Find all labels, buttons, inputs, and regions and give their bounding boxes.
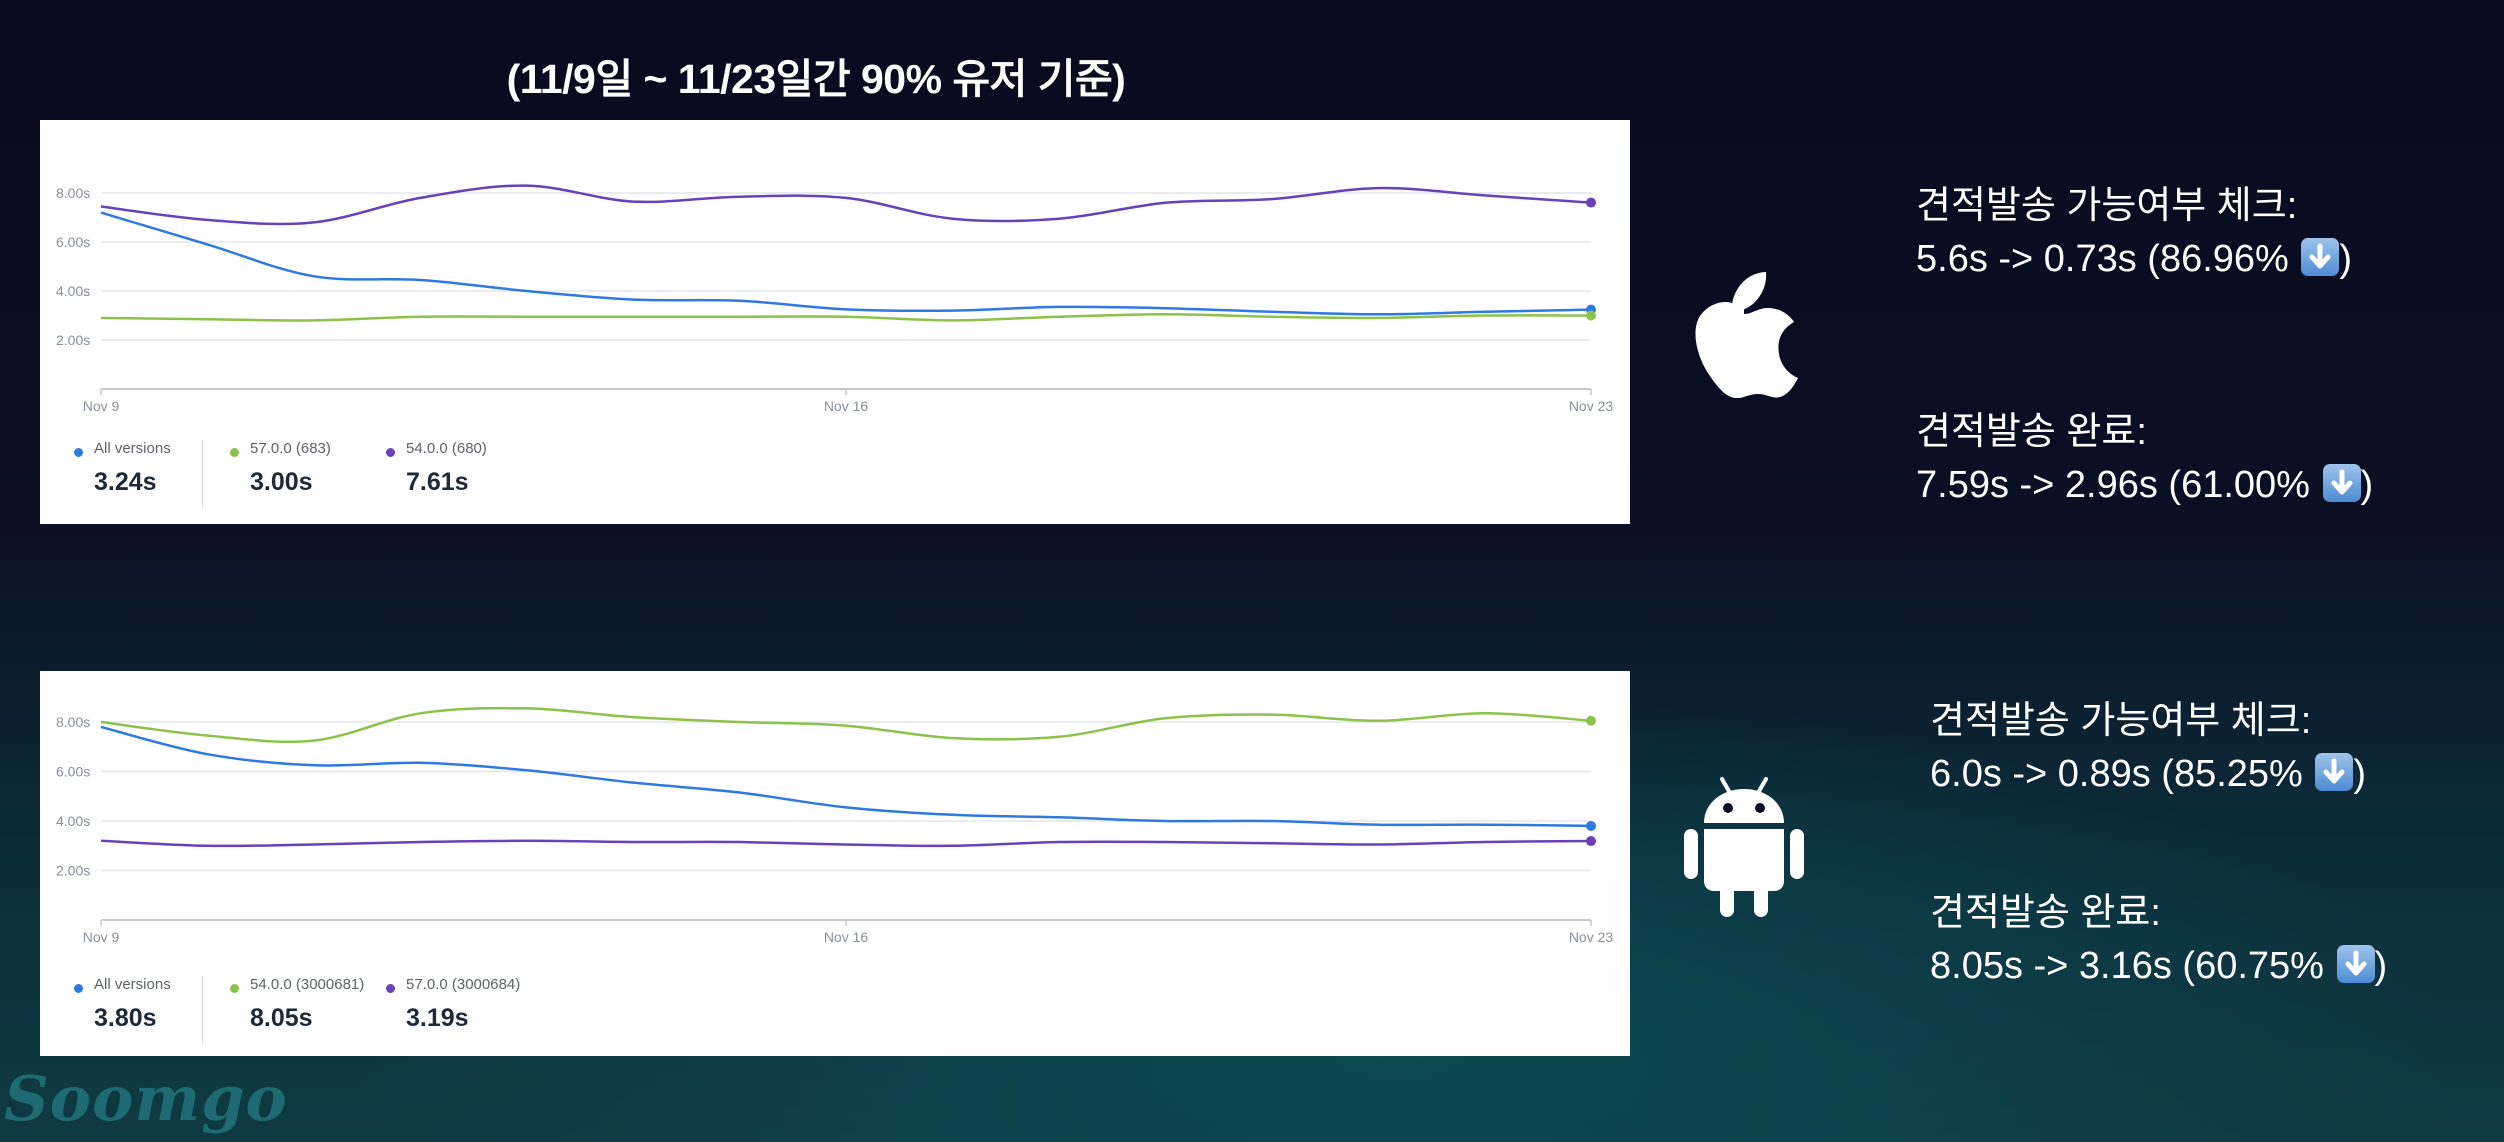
x-tick-label: Nov 9 bbox=[83, 929, 120, 945]
legend-name: 54.0.0 (680) bbox=[406, 440, 487, 457]
x-tick-label: Nov 23 bbox=[1569, 929, 1614, 945]
ios-stat-check-detail: 5.6s -> 0.73s (86.96% ) bbox=[1916, 238, 2353, 280]
legend-dot bbox=[386, 984, 395, 993]
y-tick-label: 6.00s bbox=[56, 764, 90, 780]
series-line-1 bbox=[100, 725, 1592, 828]
x-tick-label: Nov 23 bbox=[1569, 398, 1614, 414]
legend-separator bbox=[202, 976, 203, 1044]
y-tick-label: 6.00s bbox=[56, 234, 90, 250]
ios-stat-complete-label: 견적발송 완료: bbox=[1916, 411, 2147, 453]
ios-stat-complete: 견적발송 완료: 7.59s -> 2.96s (61.00% ) bbox=[1916, 406, 2373, 512]
android-line-chart: 8.00s 6.00s 4.00s 2.00s Nov 9 Nov 16 Nov 23 bbox=[56, 706, 1614, 945]
down-arrow-icon bbox=[2322, 464, 2361, 502]
legend-name: All versions bbox=[94, 440, 171, 457]
down-arrow-icon bbox=[2336, 945, 2375, 983]
legend-value: 3.00s bbox=[250, 468, 313, 496]
legend-value: 7.61s bbox=[406, 468, 469, 496]
legend-value: 3.80s bbox=[94, 1004, 157, 1032]
ios-stat-check-label: 견적발송 가능여부 체크: bbox=[1916, 185, 2298, 227]
legend-name: 54.0.0 (3000681) bbox=[250, 976, 365, 993]
x-tick-label: Nov 16 bbox=[824, 929, 869, 945]
brand-logo: Soomgo bbox=[4, 1062, 288, 1135]
legend-value: 3.24s bbox=[94, 468, 157, 496]
android-stat-check-label: 견적발송 가능여부 체크: bbox=[1930, 700, 2312, 742]
android-icon bbox=[1684, 777, 1804, 917]
y-tick-label: 4.00s bbox=[56, 813, 90, 829]
ios-stat-complete-detail: 7.59s -> 2.96s (61.00% ) bbox=[1916, 464, 2374, 506]
legend-name: 57.0.0 (683) bbox=[250, 440, 331, 457]
legend-separator bbox=[202, 440, 203, 508]
ios-chart-panel: 8.00s 6.00s 4.00s 2.00s Nov 9 Nov 16 Nov 23 Al… bbox=[40, 120, 1630, 524]
apple-icon bbox=[1695, 272, 1798, 398]
series-end-point bbox=[1586, 715, 1596, 726]
y-tick-label: 2.00s bbox=[56, 332, 90, 348]
series-end-point bbox=[1586, 836, 1596, 847]
legend-dot bbox=[74, 448, 83, 457]
series-line-3 bbox=[100, 184, 1592, 226]
legend-dot bbox=[230, 448, 239, 457]
legend-dot bbox=[74, 984, 83, 993]
legend-value: 8.05s bbox=[250, 1004, 313, 1032]
series-end-point bbox=[1586, 820, 1596, 831]
android-stat-check: 견적발송 가능여부 체크: 6.0s -> 0.89s (85.25% ) bbox=[1930, 695, 2366, 801]
legend-dot bbox=[386, 448, 395, 457]
y-tick-label: 8.00s bbox=[56, 185, 90, 201]
series-line-2 bbox=[100, 313, 1592, 322]
legend-value: 3.19s bbox=[406, 1004, 469, 1032]
page-heading: (11/9일 ~ 11/23일간 90% 유저 기준) bbox=[506, 56, 1126, 102]
android-stat-check-detail: 6.0s -> 0.89s (85.25% ) bbox=[1930, 753, 2367, 795]
series-end-point bbox=[1586, 197, 1596, 208]
android-chart-panel: 8.00s 6.00s 4.00s 2.00s Nov 9 Nov 16 Nov 23 Al… bbox=[40, 671, 1630, 1056]
legend-dot bbox=[230, 984, 239, 993]
y-tick-label: 4.00s bbox=[56, 283, 90, 299]
android-stat-complete-label: 견적발송 완료: bbox=[1930, 892, 2161, 934]
ios-stat-check: 견적발송 가능여부 체크: 5.6s -> 0.73s (86.96% ) bbox=[1916, 180, 2352, 286]
legend-name: All versions bbox=[94, 976, 171, 993]
series-line-3 bbox=[100, 839, 1592, 848]
series-end-point bbox=[1586, 310, 1596, 321]
down-arrow-icon bbox=[2315, 753, 2354, 791]
y-tick-label: 8.00s bbox=[56, 714, 90, 730]
y-tick-label: 2.00s bbox=[56, 863, 90, 879]
series-line-1 bbox=[100, 211, 1592, 316]
x-tick-label: Nov 9 bbox=[83, 398, 120, 414]
series-line-2 bbox=[100, 706, 1592, 744]
ios-line-chart: 8.00s 6.00s 4.00s 2.00s Nov 9 Nov 16 Nov 23 bbox=[56, 184, 1614, 414]
android-stat-complete: 견적발송 완료: 8.05s -> 3.16s (60.75% ) bbox=[1930, 887, 2387, 993]
down-arrow-icon bbox=[2301, 238, 2340, 276]
legend-name: 57.0.0 (3000684) bbox=[406, 976, 521, 993]
x-tick-label: Nov 16 bbox=[824, 398, 869, 414]
android-stat-complete-detail: 8.05s -> 3.16s (60.75% ) bbox=[1930, 945, 2388, 987]
